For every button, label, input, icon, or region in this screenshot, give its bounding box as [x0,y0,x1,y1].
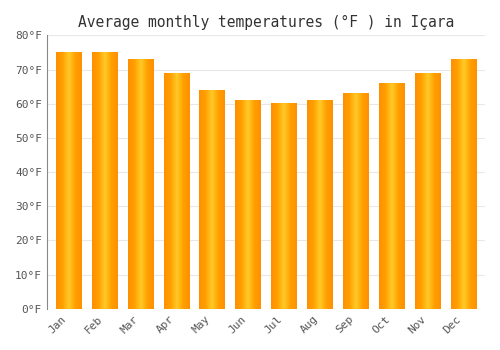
Title: Average monthly temperatures (°F ) in Içara: Average monthly temperatures (°F ) in Iç… [78,15,454,30]
